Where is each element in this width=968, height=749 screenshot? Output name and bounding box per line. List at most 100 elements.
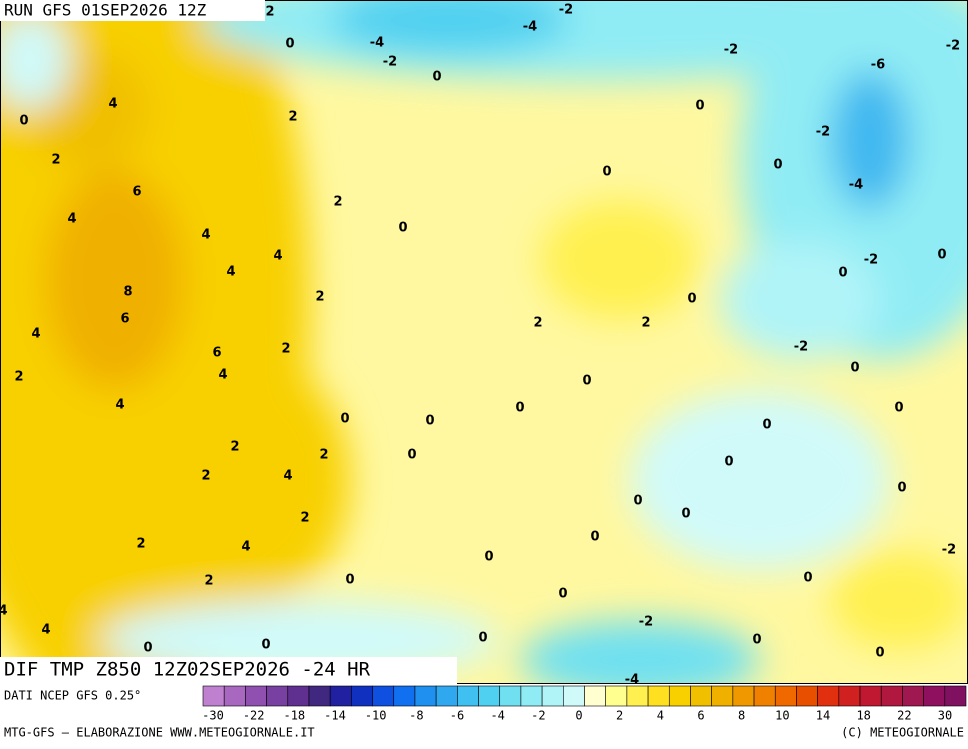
contour-label: -2	[794, 340, 808, 355]
contour-label: 0	[285, 37, 294, 52]
contour-label: 2	[204, 574, 213, 589]
color-swatch	[605, 685, 628, 707]
contour-label: 4	[241, 540, 250, 555]
color-swatch	[817, 685, 840, 707]
color-swatch	[287, 685, 310, 707]
run-title: RUN GFS 01SEP2026 12Z	[4, 1, 207, 20]
color-swatch	[308, 685, 331, 707]
contour-label: 0	[19, 114, 28, 129]
contour-label: 2	[533, 316, 542, 331]
contour-label: 2	[319, 448, 328, 463]
contour-label: 0	[875, 646, 884, 661]
colorbar-label: 8	[738, 709, 745, 723]
color-swatch	[351, 685, 373, 707]
contour-label: 0	[602, 165, 611, 180]
contour-label: 0	[838, 266, 847, 281]
contour-label: -2	[383, 55, 397, 70]
contour-label: 0	[803, 571, 812, 586]
contour-label: 0	[432, 70, 441, 85]
contour-label: 2	[281, 342, 290, 357]
color-swatch	[563, 685, 585, 707]
color-swatch	[732, 685, 755, 707]
contour-label: -2	[942, 543, 956, 558]
color-swatch	[414, 685, 437, 707]
color-swatch	[774, 685, 797, 707]
contour-label: -2	[816, 125, 830, 140]
color-swatch	[223, 685, 246, 707]
contour-label: -2	[639, 615, 653, 630]
contour-label: 2	[265, 5, 274, 20]
contour-label: 4	[67, 212, 76, 227]
contour-label: 2	[641, 316, 650, 331]
contour-label: 4	[273, 249, 282, 264]
color-swatch	[541, 685, 564, 707]
contour-label: -4	[523, 20, 537, 35]
contour-label: 0	[850, 361, 859, 376]
color-swatch	[499, 685, 522, 707]
colorbar-label: 4	[657, 709, 664, 723]
colorbar-label: -6	[450, 709, 464, 723]
colorbar-label: 30	[938, 709, 952, 723]
contour-label: 4	[283, 469, 292, 484]
contour-label: 4	[41, 623, 50, 638]
contour-label: 0	[937, 248, 946, 263]
contour-label: 2	[230, 440, 239, 455]
contour-label: 0	[582, 374, 591, 389]
colorbar-label: -22	[243, 709, 265, 723]
contour-label: 2	[315, 290, 324, 305]
color-swatch	[478, 685, 501, 707]
contour-label: 0	[590, 530, 599, 545]
contour-label: 0	[894, 401, 903, 416]
color-swatch	[372, 685, 395, 707]
color-swatch	[880, 685, 903, 707]
contour-label: 2	[333, 195, 342, 210]
contour-label: 0	[345, 573, 354, 588]
contour-label: -2	[559, 3, 573, 18]
field-box	[0, 657, 457, 684]
colorbar-label: 10	[775, 709, 789, 723]
contour-label: -2	[724, 43, 738, 58]
contour-label: -4	[625, 673, 639, 688]
field-title: DIF TMP Z850 12Z02SEP2026 -24 HR	[4, 659, 371, 681]
contour-label: 4	[201, 228, 210, 243]
contour-label: 4	[226, 265, 235, 280]
colorbar-label: -18	[283, 709, 305, 723]
contour-label: 6	[212, 346, 221, 361]
color-swatch	[753, 685, 776, 707]
color-swatch	[435, 685, 458, 707]
color-swatch	[668, 685, 691, 707]
contour-label: 6	[120, 312, 129, 327]
color-swatch	[329, 685, 352, 707]
field	[0, 0, 968, 684]
colorbar: -30 -22 -18 -14 -10 -8 -6 -4 -2 0 2 4 6 8 10 14 18 22 30	[202, 685, 967, 723]
contour-label: 0	[687, 292, 696, 307]
contour-label: 0	[478, 631, 487, 646]
contour-label: 8	[123, 285, 132, 300]
copyright: (C) METEOGIORNALE	[841, 726, 964, 740]
contour-label: 0	[897, 481, 906, 496]
colorbar-label: -8	[409, 709, 423, 723]
color-swatch	[520, 685, 543, 707]
color-swatch	[584, 685, 606, 707]
colorbar-label: 0	[575, 709, 582, 723]
contour-label: 2	[300, 511, 309, 526]
contour-label: 0	[261, 638, 270, 653]
color-swatch	[393, 685, 416, 707]
contour-label: 0	[515, 401, 524, 416]
credit: MTG-GFS — ELABORAZIONE WWW.METEOGIORNALE…	[4, 726, 315, 740]
contour-label: 0	[633, 494, 642, 509]
colorbar-label: 14	[816, 709, 830, 723]
color-swatch	[902, 685, 924, 707]
contour-label: 6	[132, 185, 141, 200]
colorbar-label: -14	[324, 709, 346, 723]
color-swatch	[626, 685, 649, 707]
contour-label: 0	[407, 448, 416, 463]
color-swatch	[711, 685, 734, 707]
color-swatch	[796, 685, 818, 707]
contour-label: -2	[946, 39, 960, 54]
contour-label: 0	[762, 418, 771, 433]
contour-label: -4	[370, 36, 384, 51]
color-swatch	[457, 685, 479, 707]
